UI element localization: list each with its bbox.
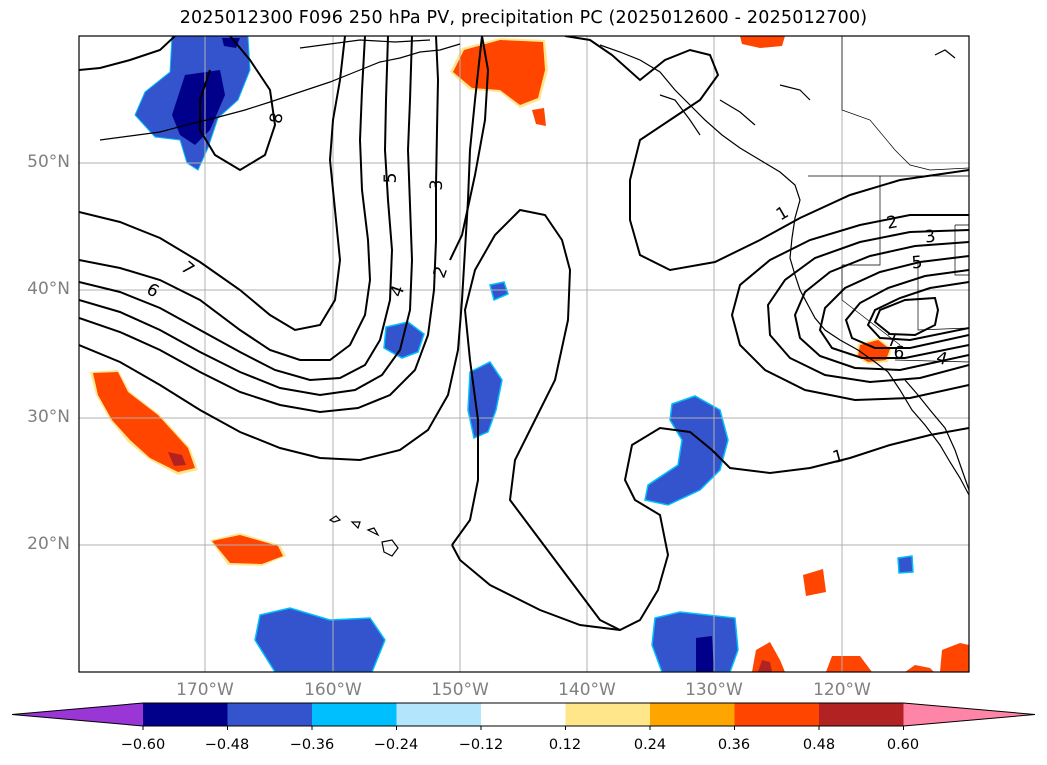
map-frame <box>78 35 970 673</box>
precip-negative-area <box>254 607 386 672</box>
contour-label: 2 <box>430 264 452 281</box>
precip-negative-area <box>644 395 729 506</box>
colorbar-segment <box>227 703 313 726</box>
longitude-label: 170°W <box>176 680 234 700</box>
precip-negative-area <box>696 636 714 672</box>
latitude-label: 40°N <box>27 279 70 299</box>
precip-negative-area <box>383 321 425 359</box>
contour-label: 6 <box>893 343 906 364</box>
contour-label: 3 <box>427 179 448 192</box>
colorbar-tick-label: −0.48 <box>204 737 250 753</box>
pv-contours <box>79 36 969 632</box>
precip-positive-area <box>940 643 969 672</box>
longitude-label: 130°W <box>685 680 743 700</box>
colorbar-segment <box>481 703 566 726</box>
precip-negative-area <box>467 361 503 440</box>
political-borders <box>808 36 969 363</box>
colorbar-tick-label: 0.60 <box>886 737 920 753</box>
colorbar-segment <box>396 703 482 726</box>
contour-label: 7 <box>177 258 198 280</box>
colorbar-tick-label: −0.24 <box>373 737 419 753</box>
longitude-label: 150°W <box>431 680 489 700</box>
precip-positive-area <box>858 340 890 362</box>
contour-label: 4 <box>934 348 950 370</box>
longitude-label: 140°W <box>558 680 616 700</box>
colorbar-segment <box>734 703 820 726</box>
contour-label: 1 <box>830 446 846 468</box>
precipitation-shading <box>90 36 969 672</box>
contour-label: 2 <box>885 212 899 234</box>
precip-positive-area <box>826 656 872 672</box>
contour-label: 7 <box>887 331 898 351</box>
precip-positive-area <box>532 108 546 126</box>
contour-label: 6 <box>143 279 162 302</box>
map-title: 2025012300 F096 250 hPa PV, precipitatio… <box>179 8 868 28</box>
colorbar-extension-high <box>903 703 1035 726</box>
coastlines <box>99 39 969 496</box>
longitude-label: 160°W <box>304 680 362 700</box>
colorbar <box>11 702 1036 730</box>
precip-negative-area <box>222 38 240 48</box>
precip-negative-area <box>651 611 739 672</box>
colorbar-segment <box>650 703 735 726</box>
colorbar-segment <box>819 703 904 726</box>
colorbar-tick-label: 0.12 <box>548 737 582 753</box>
longitude-label: 120°W <box>813 680 871 700</box>
precip-positive-area <box>752 642 785 672</box>
colorbar-segment <box>143 703 228 726</box>
precip-positive-area <box>168 452 186 466</box>
precip-negative-area <box>897 555 914 574</box>
contour-label: 5 <box>911 253 924 274</box>
precip-negative-area <box>172 70 225 145</box>
precip-positive-area <box>758 660 772 672</box>
precip-positive-area <box>905 665 934 672</box>
latitude-label: 20°N <box>27 534 70 554</box>
precip-negative-area <box>489 281 509 302</box>
colorbar-tick-label: 0.24 <box>633 737 667 753</box>
colorbar-tick-label: −0.60 <box>120 737 166 753</box>
precip-positive-area <box>740 36 785 48</box>
graticule <box>79 36 969 672</box>
colorbar-extension-low <box>12 703 143 726</box>
precip-positive-area <box>212 535 283 564</box>
precip-positive-area <box>453 40 545 105</box>
colorbar-tick-label: 0.48 <box>802 737 836 753</box>
latitude-label: 30°N <box>27 407 70 427</box>
colorbar-tick-label: −0.12 <box>458 737 504 753</box>
contour-label: 8 <box>266 111 288 125</box>
precip-positive-area <box>93 372 195 472</box>
colorbar-segment <box>565 703 651 726</box>
colorbar-tick-label: 0.36 <box>717 737 751 753</box>
contour-label: 3 <box>923 226 937 247</box>
colorbar-segment <box>312 703 397 726</box>
contour-label: 1 <box>773 202 792 225</box>
contour-label: 5 <box>381 173 401 184</box>
hawaii-islands <box>328 515 399 557</box>
precip-positive-area <box>803 569 826 596</box>
colorbar-tick-label: −0.36 <box>289 737 335 753</box>
latitude-label: 50°N <box>27 152 70 172</box>
